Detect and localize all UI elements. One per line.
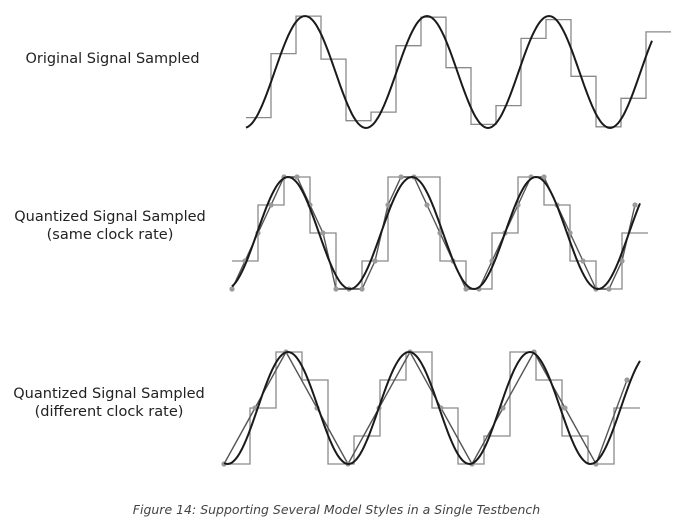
sample-dot (372, 258, 378, 264)
sample-dot (619, 258, 625, 264)
quantized-signal (231, 176, 636, 290)
sample-dot (385, 202, 391, 208)
panel-label-original: Original Signal Sampled (0, 50, 225, 68)
sample-dot (229, 286, 235, 292)
sample-dot (320, 230, 326, 236)
panel-label-quantized-same-clock: Quantized Signal Sampled (same clock rat… (0, 208, 220, 244)
sample-dot (567, 230, 573, 236)
sine-wave (223, 350, 641, 466)
sample-dot (333, 286, 339, 292)
sine-wave (245, 15, 653, 130)
panel-label-line: (same clock rate) (46, 227, 174, 243)
sampled-steps (232, 176, 648, 290)
sample-dot (580, 258, 586, 264)
waveform-plots (221, 15, 671, 467)
sine-wave (231, 175, 641, 291)
figure-caption: Figure 14: Supporting Several Model Styl… (132, 502, 541, 517)
sample-dot (268, 202, 274, 208)
sample-dot (424, 202, 430, 208)
waveform-quantized-different-clock (221, 349, 641, 467)
sampled-steps (246, 15, 671, 128)
panel-label-quantized-different-clock: Quantized Signal Sampled (different cloc… (0, 385, 218, 421)
sample-dot (632, 202, 638, 208)
waveform-quantized-same-clock (229, 174, 648, 292)
sample-dot (437, 230, 443, 236)
sample-dot (562, 405, 568, 411)
sample-dot (541, 174, 547, 180)
quantized-signal (223, 350, 628, 466)
sample-dot (463, 286, 469, 292)
waveform-original (245, 15, 671, 130)
sample-dot (606, 286, 612, 292)
sampled-steps (224, 351, 640, 465)
panel-label-line: Quantized Signal Sampled (14, 209, 206, 225)
sample-dot (294, 174, 300, 180)
sample-dot (624, 377, 630, 383)
sample-dot (359, 286, 365, 292)
panel-label-line: Quantized Signal Sampled (13, 386, 205, 402)
sample-dot (500, 405, 506, 411)
panel-label-line: (different clock rate) (34, 404, 184, 420)
sample-dot (398, 174, 404, 180)
panel-label-line: Original Signal Sampled (25, 51, 200, 67)
